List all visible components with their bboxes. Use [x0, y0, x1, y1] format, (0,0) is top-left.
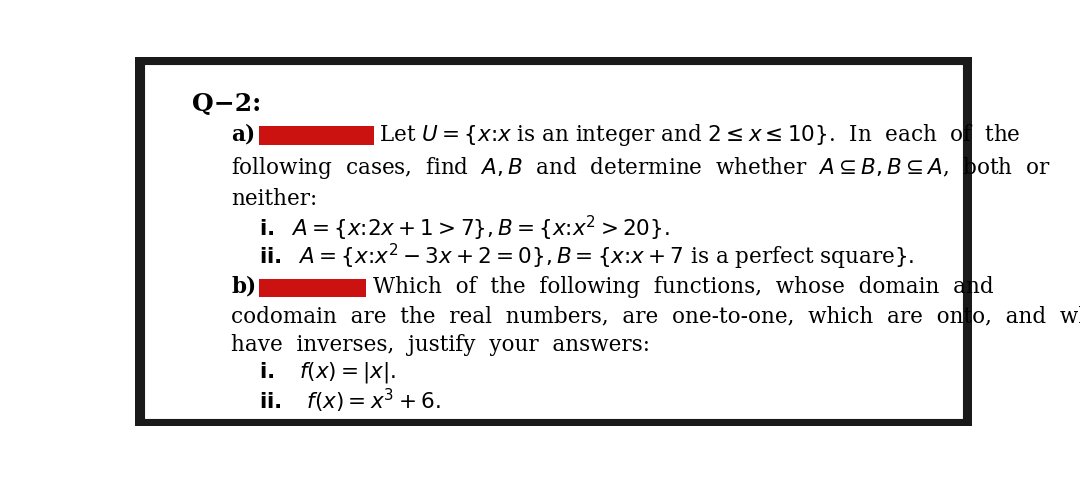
- Text: have  inverses,  justify  your  answers:: have inverses, justify your answers:: [231, 334, 650, 356]
- Text: $\mathbf{i.}$  $A = \{x\colon 2x + 1 > 7\}, B = \{x\colon x^2 > 20\}.$: $\mathbf{i.}$ $A = \{x\colon 2x + 1 > 7\…: [259, 214, 670, 243]
- Text: codomain  are  the  real  numbers,  are  one-to-one,  which  are  onto,  and  wh: codomain are the real numbers, are one-t…: [231, 306, 1080, 328]
- Text: following  cases,  find  $A, B$  and  determine  whether  $A \subseteq B, B \sub: following cases, find $A, B$ and determi…: [231, 155, 1051, 181]
- Text: neither:: neither:: [231, 188, 318, 210]
- Text: $\mathbf{i.}$   $f(x) = |x|.$: $\mathbf{i.}$ $f(x) = |x|.$: [259, 360, 396, 385]
- Text: $\mathbf{ii.}$  $A = \{x\colon x^2 - 3x + 2 = 0\}, B = \{x\colon x + 7$ is a per: $\mathbf{ii.}$ $A = \{x\colon x^2 - 3x +…: [259, 242, 915, 273]
- Text: b): b): [231, 276, 256, 298]
- Text: $\mathbf{ii.}$   $f(x) = x^3 + 6.$: $\mathbf{ii.}$ $f(x) = x^3 + 6.$: [259, 387, 441, 415]
- Text: Which  of  the  following  functions,  whose  domain  and: Which of the following functions, whose …: [373, 276, 994, 298]
- FancyBboxPatch shape: [259, 126, 375, 145]
- Text: a): a): [231, 124, 255, 146]
- Text: Q−2:: Q−2:: [192, 91, 261, 115]
- FancyBboxPatch shape: [259, 279, 366, 297]
- Text: Let $U = \{x\colon x$ is an integer and $2 \leq x \leq 10\}$.  In  each  of  the: Let $U = \{x\colon x$ is an integer and …: [379, 122, 1021, 148]
